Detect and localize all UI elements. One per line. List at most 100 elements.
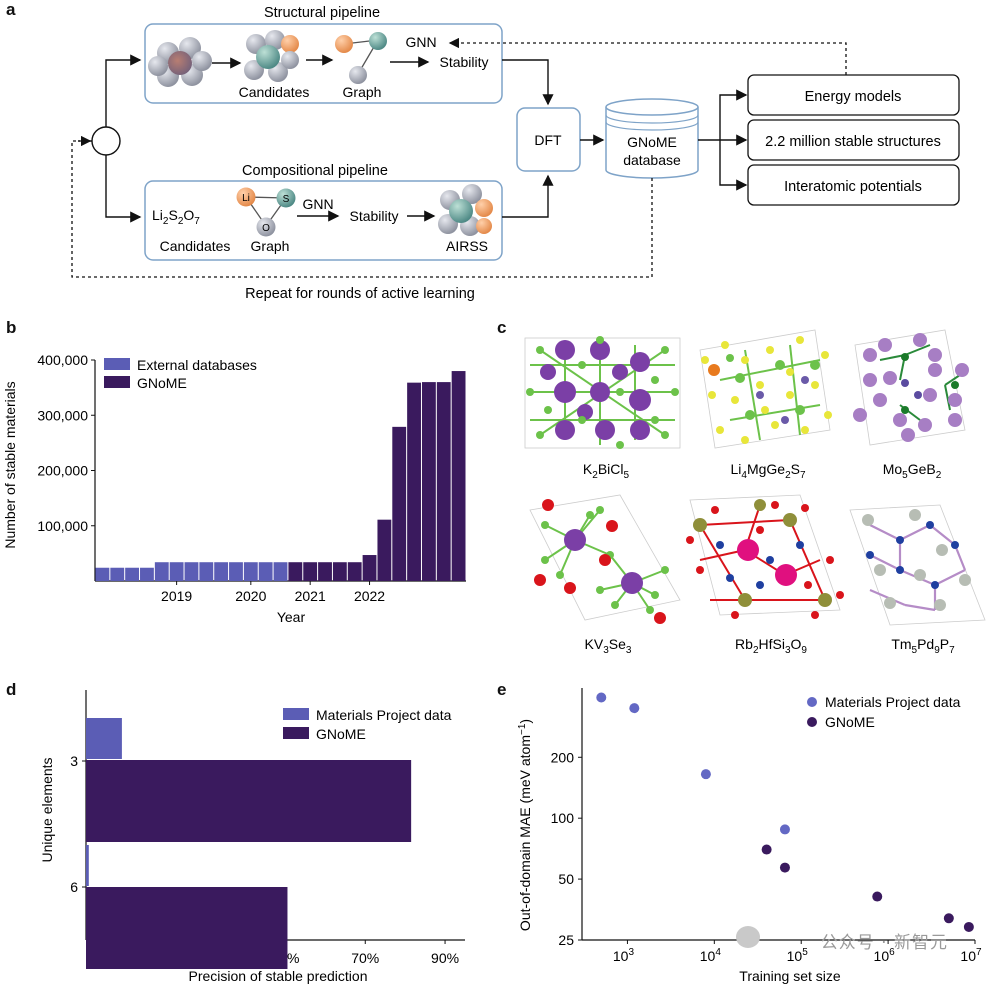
- bar: [86, 718, 122, 759]
- compositional-gnn-label: GNN: [302, 196, 333, 212]
- bar: [407, 382, 421, 581]
- chart-b-xtick-label: 2019: [161, 588, 192, 604]
- active-learning-label: Repeat for rounds of active learning: [245, 286, 475, 302]
- legend-label-external: External databases: [137, 357, 257, 373]
- crystal-mo5geb2-image: [853, 329, 969, 446]
- legend-label-gnome-e: GNoME: [825, 714, 875, 730]
- bar: [318, 562, 332, 581]
- output-label-energy-models: Energy models: [805, 89, 902, 105]
- bar: [243, 562, 258, 581]
- compositional-pipeline-title: Compositional pipeline: [242, 163, 388, 179]
- chart-d-ytick-label: 6: [70, 879, 78, 895]
- bar: [154, 562, 169, 581]
- bar: [421, 382, 436, 581]
- scatter-point: [963, 921, 974, 932]
- database-label-line1: GNoME: [627, 134, 677, 150]
- legend-label-mp-e: Materials Project data: [825, 694, 961, 710]
- bar: [303, 562, 318, 581]
- panel-label-a: a: [6, 0, 16, 19]
- structural-pipeline-title: Structural pipeline: [264, 5, 380, 21]
- formula-rb2hfsi3o9: Rb2HfSi3O9: [735, 636, 807, 656]
- legend-dot-gnome-e: [807, 717, 817, 727]
- chart-b-ytick-label: 200,000: [37, 463, 88, 479]
- chart-e-xtick-label: 106: [874, 947, 896, 964]
- structural-graph-label: Graph: [343, 84, 382, 100]
- chart-b-xtick-label: 2022: [354, 588, 385, 604]
- bar: [377, 519, 392, 581]
- legend-swatch-gnome-d: [283, 727, 309, 739]
- bar: [86, 760, 412, 842]
- airss-label: AIRSS: [446, 238, 488, 254]
- bar: [169, 562, 184, 581]
- bar: [347, 562, 362, 581]
- graph-node-li: Li: [242, 193, 250, 204]
- chart-d-ytick-label: 3: [70, 753, 78, 769]
- structural-gnn-label: GNN: [405, 34, 436, 50]
- bar: [273, 562, 288, 581]
- legend-dot-mp: [807, 697, 817, 707]
- chart-e-xtick-label: 104: [700, 947, 722, 964]
- crystal-k2bicl5-image: [524, 336, 681, 449]
- chart-d-xlabel: Precision of stable prediction: [189, 968, 368, 984]
- compositional-pipeline-box: [144, 180, 503, 261]
- watermark-text: 公众号 · 新智元: [820, 933, 948, 953]
- structural-candidates-label: Candidates: [239, 84, 310, 100]
- scatter-point: [596, 692, 607, 703]
- output-box-energy-models: [747, 74, 960, 116]
- dft-label: DFT: [534, 132, 562, 148]
- crystal-li4mgge2s7-image: [699, 329, 832, 449]
- graph-node-s: S: [283, 194, 290, 205]
- structural-stability-label: Stability: [439, 54, 488, 70]
- candidate-formula: Li2S2O7: [152, 207, 200, 227]
- compositional-stability-label: Stability: [349, 208, 398, 224]
- formula-kv3se3: KV3Se3: [585, 636, 632, 656]
- chart-b-ytick-label: 400,000: [37, 352, 88, 368]
- formula-tm5pd9p7: Tm5Pd9P7: [891, 636, 955, 656]
- airss-crystal-icon: [438, 184, 493, 236]
- panel-label-d: d: [6, 680, 17, 699]
- panel-label-e: e: [497, 680, 507, 699]
- chart-e-xlabel: Training set size: [739, 968, 841, 984]
- bar: [288, 562, 303, 581]
- chart-b-xtick-label: 2021: [295, 588, 326, 604]
- scatter-point: [779, 824, 790, 835]
- chart-e-ytick-label: 25: [558, 932, 574, 948]
- structure-graph-icon: [335, 32, 387, 84]
- bar: [436, 382, 451, 581]
- legend-swatch-mp: [283, 708, 309, 720]
- formula-li4mgge2s7: Li4MgGe2S7: [730, 461, 806, 481]
- graph-node-o: O: [262, 223, 270, 234]
- chart-e-ytick-label: 50: [558, 871, 574, 887]
- output-box-interatomic-potentials: [747, 164, 960, 206]
- chart-e-xtick-label: 107: [960, 947, 982, 964]
- output-label-interatomic-potentials: Interatomic potentials: [784, 179, 922, 195]
- crystal-kv3se3-image: [529, 494, 681, 624]
- gnome-database: [605, 98, 699, 179]
- scatter-point: [700, 769, 711, 780]
- chart-b-xlabel: Year: [277, 609, 306, 625]
- legend-label-mp: Materials Project data: [316, 707, 452, 723]
- chart-b-xtick-label: 2020: [235, 588, 266, 604]
- bar: [86, 887, 288, 969]
- database-label-line2: database: [623, 152, 681, 168]
- bar: [184, 562, 199, 581]
- chart-e-xtick-label: 103: [613, 947, 635, 964]
- crystal-cluster-icon: [148, 37, 212, 87]
- legend-swatch-external: [104, 358, 130, 370]
- legend-label-gnome-d: GNoME: [316, 726, 366, 742]
- chart-e-ytick-label: 100: [551, 810, 575, 826]
- bar: [451, 371, 466, 581]
- bar: [214, 562, 229, 581]
- chart-d-xtick-label: 70%: [351, 950, 379, 966]
- bar: [95, 567, 110, 581]
- formula-mo5geb2: Mo5GeB2: [883, 461, 942, 481]
- panel-label-b: b: [6, 318, 17, 337]
- crystal-rb2hfsi3o9-image: [686, 494, 844, 619]
- chart-e-xtick-label: 105: [787, 947, 809, 964]
- chart-d-xtick-label: 90%: [431, 950, 459, 966]
- compositional-candidates-label: Candidates: [160, 238, 231, 254]
